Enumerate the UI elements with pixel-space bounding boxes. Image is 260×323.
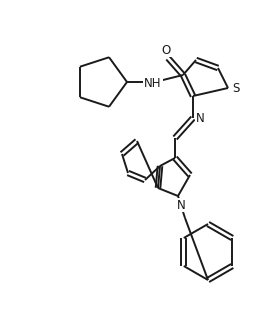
Text: N: N bbox=[177, 199, 185, 212]
Text: O: O bbox=[161, 44, 171, 57]
Text: N: N bbox=[196, 111, 204, 124]
Text: S: S bbox=[232, 81, 240, 95]
Text: NH: NH bbox=[144, 77, 162, 89]
